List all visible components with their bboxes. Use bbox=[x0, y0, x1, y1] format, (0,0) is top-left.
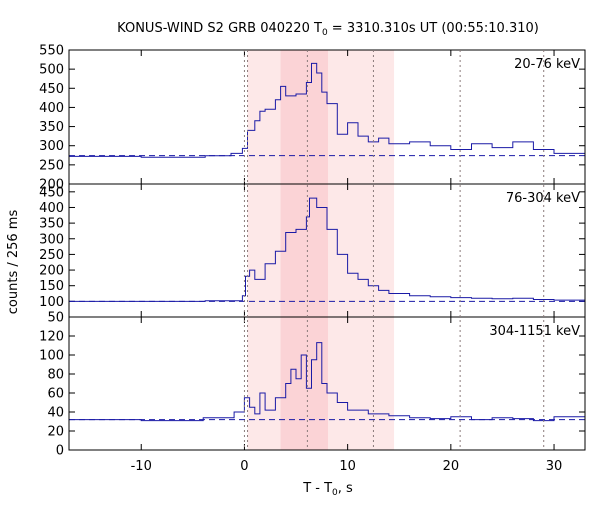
shaded-intervals bbox=[247, 50, 395, 450]
y-tick-label: 400 bbox=[39, 101, 64, 116]
light-curve bbox=[69, 197, 586, 302]
y-tick-label: 150 bbox=[39, 279, 64, 294]
shaded-interval bbox=[280, 50, 329, 450]
y-tick-label: 450 bbox=[39, 185, 64, 200]
y-tick-label: 300 bbox=[39, 139, 64, 154]
y-tick-label: 250 bbox=[39, 158, 64, 173]
chart-title: KONUS-WIND S2 GRB 040220 T0 = 3310.310s … bbox=[117, 21, 539, 38]
y-tick-label: 40 bbox=[47, 406, 64, 421]
panel-frame bbox=[68, 316, 586, 451]
y-tick-label: 300 bbox=[39, 232, 64, 247]
y-tick-label: 500 bbox=[39, 63, 64, 78]
y-tick-label: 0 bbox=[56, 444, 64, 459]
y-tick-label: 250 bbox=[39, 248, 64, 263]
y-tick-label: 550 bbox=[39, 44, 64, 59]
y-tick-label: 400 bbox=[39, 201, 64, 216]
vertical-markers bbox=[243, 50, 545, 450]
y-tick-label: 50 bbox=[47, 311, 64, 326]
x-tick-label: -10 bbox=[131, 459, 152, 474]
y-tick-label: 450 bbox=[39, 82, 64, 97]
light-curve bbox=[69, 342, 586, 422]
y-tick-label: 60 bbox=[47, 387, 64, 402]
x-tick-label: 30 bbox=[546, 459, 563, 474]
y-tick-label: 350 bbox=[39, 217, 64, 232]
energy-band-label: 20-76 keV bbox=[514, 57, 580, 72]
y-tick-label: 200 bbox=[39, 178, 64, 193]
x-tick-label: 10 bbox=[339, 459, 356, 474]
x-tick-label: 0 bbox=[240, 459, 248, 474]
panel: 0 20 40 60 80 100 120 304-1151 keV bbox=[39, 316, 586, 459]
energy-band-label: 76-304 keV bbox=[506, 191, 580, 206]
y-axis-title: counts / 256 ms bbox=[6, 210, 21, 315]
light-curve bbox=[69, 62, 586, 158]
y-tick-label: 350 bbox=[39, 120, 64, 135]
x-axis-title: T - T0, s bbox=[302, 481, 353, 498]
panel: 200 250 300 350 400 450 500 550 20-76 keV bbox=[39, 44, 586, 193]
y-tick-label: 200 bbox=[39, 264, 64, 279]
x-tick-label: 20 bbox=[443, 459, 460, 474]
y-tick-label: 20 bbox=[47, 425, 64, 440]
y-tick-label: 120 bbox=[39, 330, 64, 345]
x-axis: -10 0 10 20 30 bbox=[131, 459, 563, 474]
energy-band-label: 304-1151 keV bbox=[489, 324, 580, 339]
y-tick-label: 100 bbox=[39, 349, 64, 364]
y-tick-label: 80 bbox=[47, 368, 64, 383]
y-tick-label: 100 bbox=[39, 295, 64, 310]
